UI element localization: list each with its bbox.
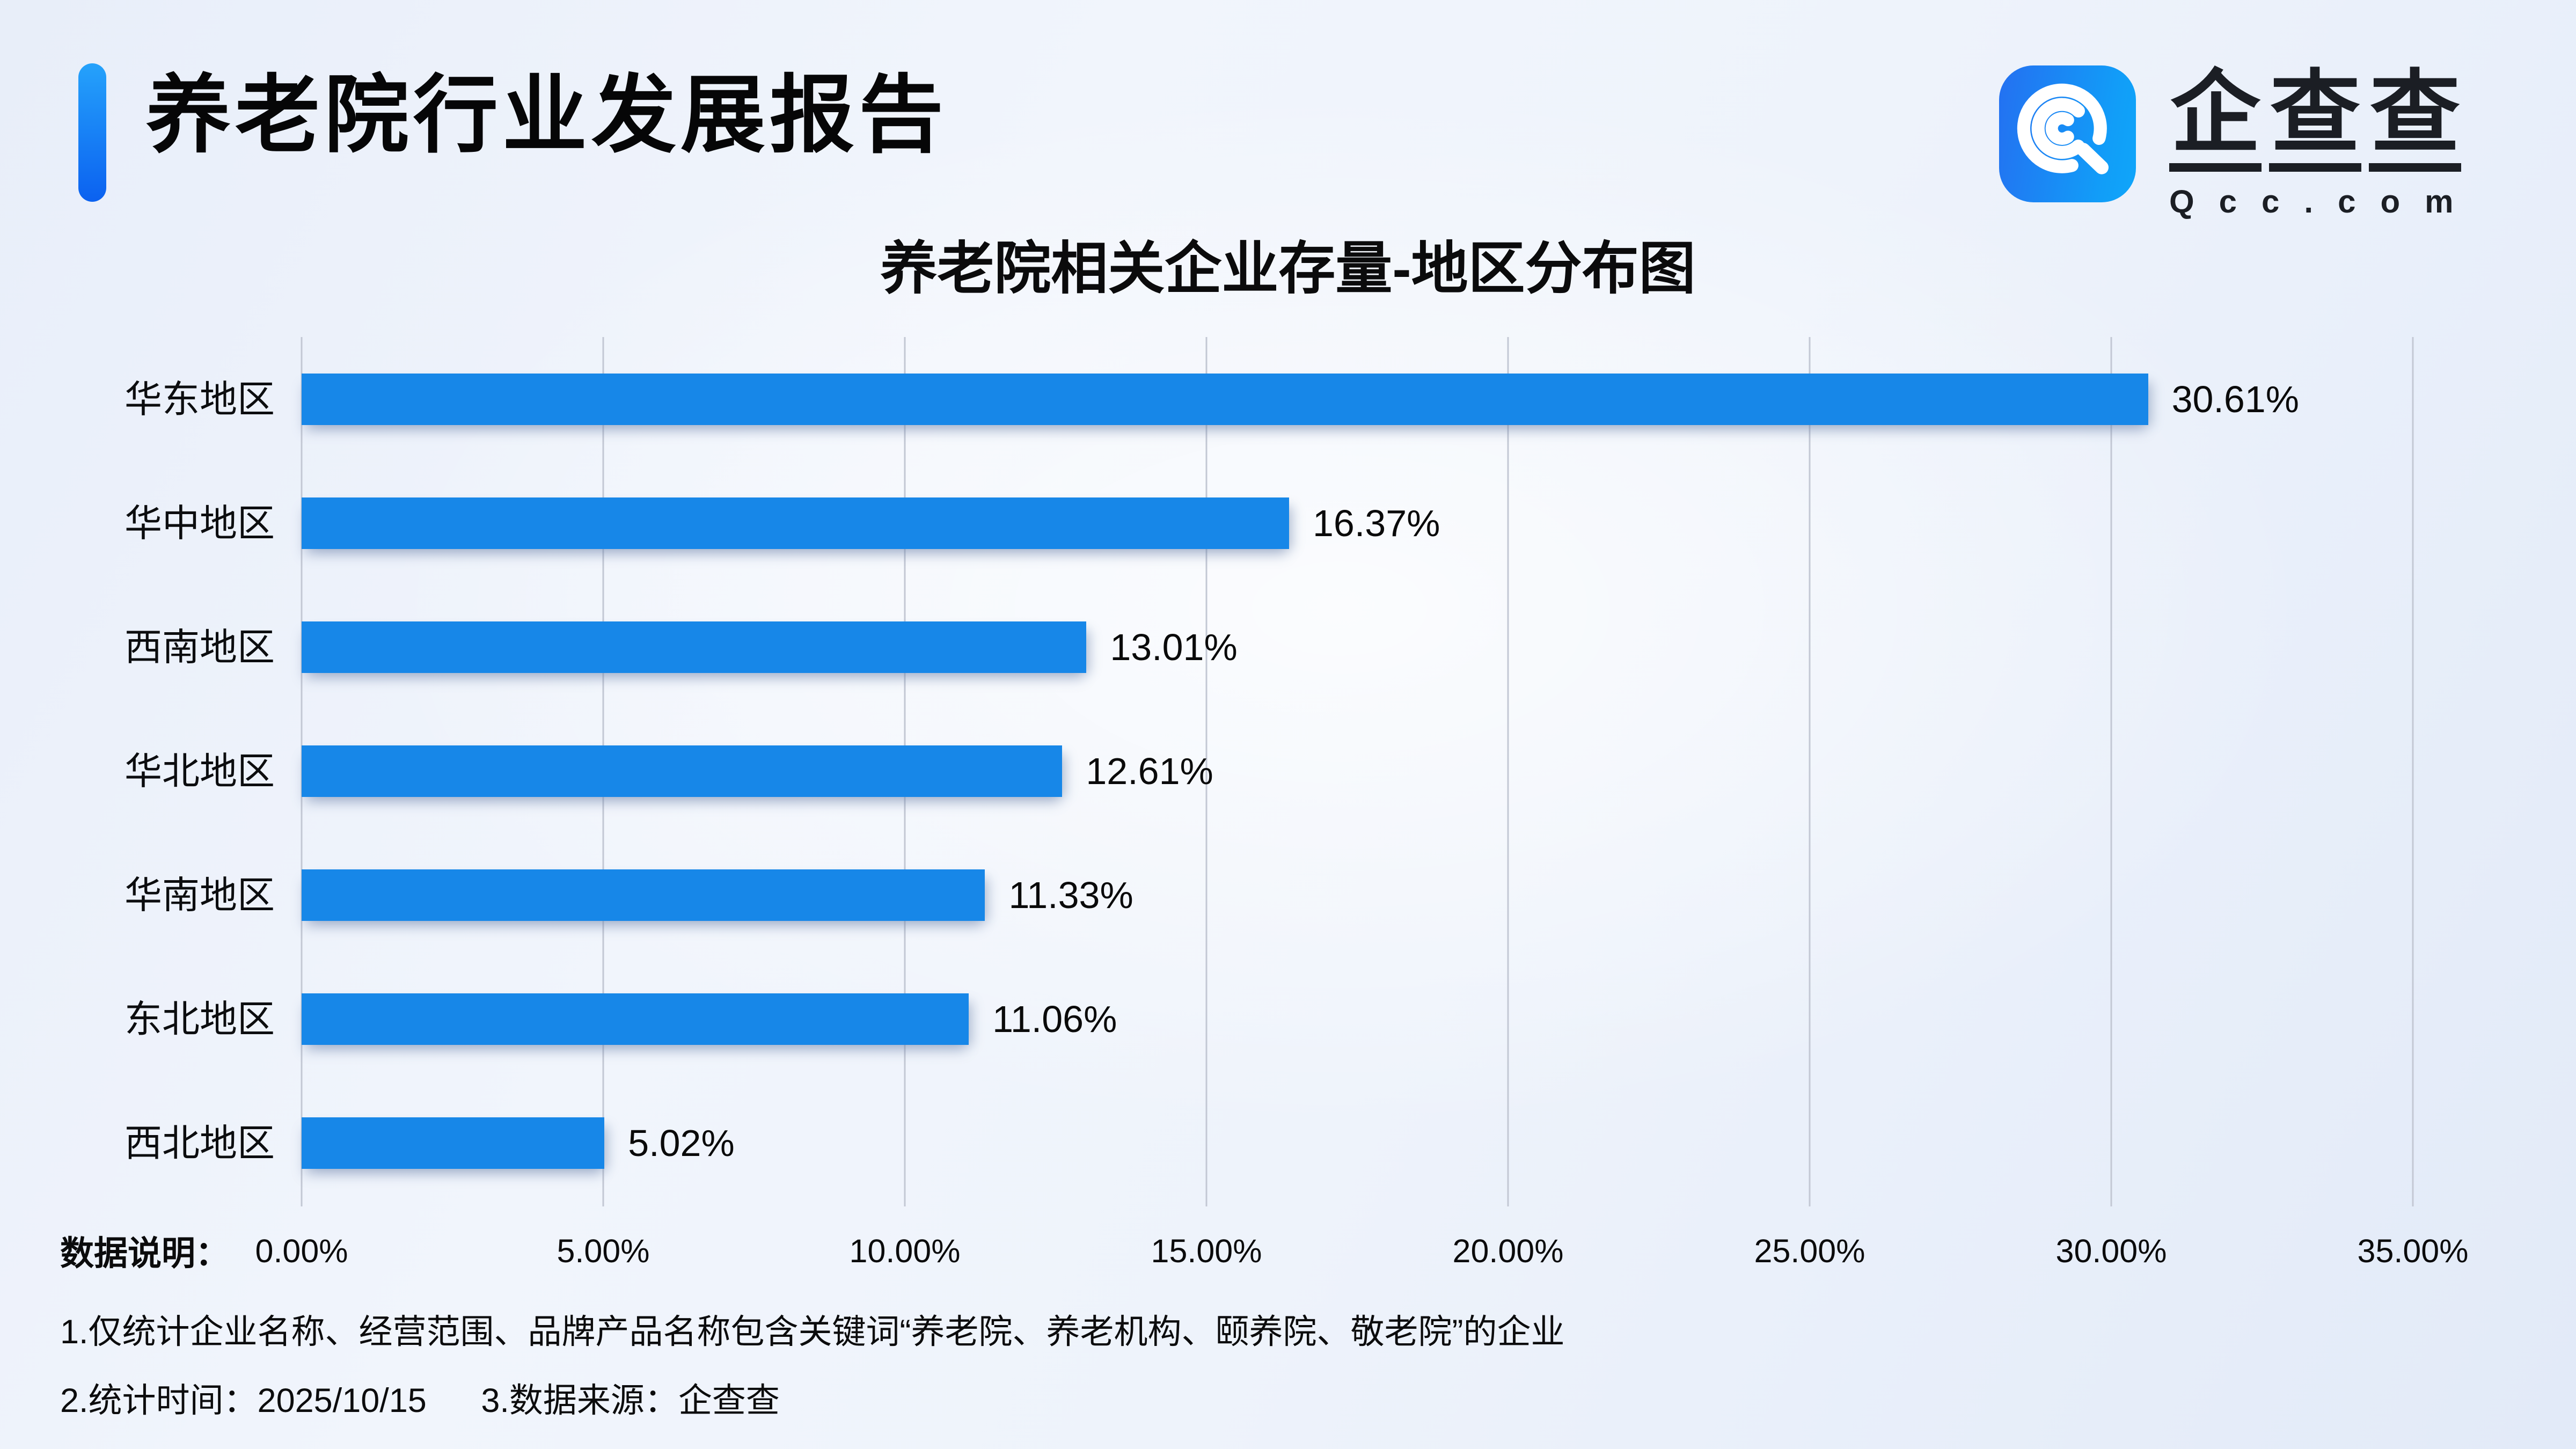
title-accent-bar [78,63,106,202]
value-label: 13.01% [1110,626,1238,668]
gridline [2110,337,2112,1206]
category-label: 华东地区 [125,378,275,420]
bar [302,993,969,1045]
category-label: 华中地区 [125,502,275,544]
category-label: 西南地区 [125,626,275,668]
bar-row: 西北地区 5.02% [125,1117,2413,1169]
category-label: 华北地区 [125,750,275,792]
bar-row: 华北地区 12.61% [125,745,2413,797]
chart-title: 养老院相关企业存量-地区分布图 [880,237,1696,301]
bar [302,745,1063,797]
x-axis-tick: 0.00% [255,1233,348,1269]
value-label: 12.61% [1086,750,1213,792]
bar-row: 西南地区 13.01% [125,621,2413,673]
bar [302,374,2148,425]
qcc-spiral-q-icon [1999,65,2136,202]
x-axis-tick: 5.00% [557,1233,650,1269]
x-axis-tick: 35.00% [2357,1233,2469,1269]
qcc-logo-domain: Qcc.com [2169,184,2478,219]
qcc-logo-text: 企查查 Qcc.com [2169,65,2478,218]
x-axis: 0.00% 5.00% 10.00% 15.00% 20.00% 25.00% … [255,1233,2469,1276]
gridline [1809,337,1811,1206]
bar [302,869,985,921]
value-label: 16.37% [1312,502,1440,544]
footer-note-2-time: 2.统计时间：2025/10/15 [60,1382,427,1419]
qcc-logo-char: 查 [2269,68,2361,172]
x-axis-tick: 30.00% [2055,1233,2167,1269]
x-axis-tick: 10.00% [849,1233,961,1269]
category-label: 西北地区 [125,1122,275,1164]
qcc-logo-char: 查 [2369,68,2461,172]
qcc-logo: 企查查 Qcc.com [1999,65,2478,218]
data-note-label: 数据说明： [60,1235,229,1272]
value-label: 30.61% [2171,378,2299,420]
gridline [2412,337,2414,1206]
page-title: 养老院行业发展报告 [146,68,948,163]
bar [302,497,1289,549]
plot-area: 华东地区 30.61% 华中地区 16.37% 西南地区 13.01% 华北地区… [125,337,2414,1206]
category-label: 华南地区 [125,874,275,916]
x-axis-tick: 15.00% [1151,1233,1262,1269]
bar [302,1117,605,1169]
bar-row: 东北地区 11.06% [125,993,2413,1045]
bar-row: 华东地区 30.61% [125,374,2413,425]
value-label: 11.33% [1008,874,1133,916]
x-axis-tick: 25.00% [1754,1233,1865,1269]
x-axis-tick: 20.00% [1452,1233,1564,1269]
value-label: 11.06% [992,998,1117,1040]
bar-row: 华中地区 16.37% [125,497,2413,549]
gridline [1507,337,1509,1206]
footer-note-2: 2.统计时间：2025/10/15 3.数据来源：企查查 [60,1382,780,1419]
gridline [1205,337,1208,1206]
qcc-logo-char: 企 [2169,68,2262,172]
category-label: 东北地区 [125,998,275,1040]
qcc-logo-name: 企查查 [2169,68,2478,172]
footer-note-2-source: 3.数据来源：企查查 [481,1382,780,1419]
footer-note-1: 1.仅统计企业名称、经营范围、品牌产品名称包含关键词“养老院、养老机构、颐养院、… [60,1313,1565,1351]
bar [302,621,1087,673]
bar-row: 华南地区 11.33% [125,869,2413,921]
value-label: 5.02% [628,1122,735,1164]
